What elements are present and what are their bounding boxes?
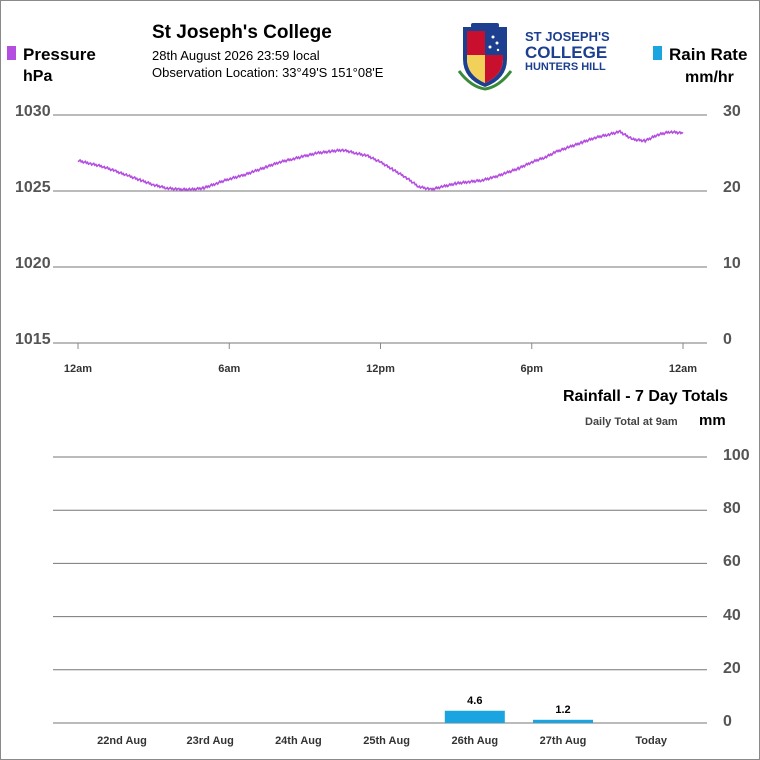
pressure-x-tick-label: 12am — [668, 363, 698, 375]
rain-rate-legend-title: Rain Rate — [669, 45, 748, 64]
rainfall-x-tick-label: Today — [635, 735, 667, 747]
rainfall-y-tick-label: 40 — [723, 606, 741, 624]
pressure-y-tick-label: 1030 — [15, 103, 51, 120]
pressure-x-tick-label: 12pm — [366, 363, 395, 375]
observation-location: Observation Location: 33°49'S 151°08'E — [152, 65, 384, 80]
rainfall-y-tick-label: 100 — [723, 447, 750, 464]
pressure-x-tick-label: 6am — [218, 363, 241, 375]
pressure-y-tick-label: 1020 — [15, 255, 51, 272]
pressure-series-line — [77, 129, 684, 192]
rainfall-bar-value-label: 1.2 — [555, 703, 571, 716]
rainfall-chart-subtitle: Daily Total at 9am — [585, 416, 678, 428]
pressure-x-tick-label: 6pm — [520, 363, 544, 375]
logo-text-line-3: HUNTERS HILL — [525, 61, 606, 73]
rainfall-y-tick-label: 0 — [723, 713, 732, 730]
rainfall-x-tick-label: 22nd Aug — [97, 735, 147, 747]
rainfall-x-tick-label: 27th Aug — [539, 735, 587, 747]
rainfall-y-tick-label: 20 — [723, 659, 741, 677]
rain-rate-legend-swatch — [653, 46, 662, 60]
college-crest-icon — [457, 23, 513, 91]
logo-text-line-2: COLLEGE — [525, 43, 608, 62]
rainfall-bar-value-label: 4.6 — [467, 694, 483, 707]
rainfall-x-tick-label: 24th Aug — [275, 735, 322, 747]
logo-text-line-1: ST JOSEPH'S — [525, 29, 610, 44]
rainfall-y-tick-label: 60 — [723, 553, 741, 571]
rain-rate-y-tick-label: 30 — [723, 103, 741, 120]
pressure-unit-label: hPa — [23, 68, 53, 85]
rainfall-bar — [444, 710, 505, 723]
rainfall-x-tick-label: 23rd Aug — [186, 735, 234, 747]
pressure-x-tick-label: 12am — [63, 363, 93, 375]
rainfall-bar — [533, 719, 593, 723]
rainfall-x-tick-label: 26th Aug — [451, 735, 499, 747]
college-logo: ST JOSEPH'S COLLEGE HUNTERS HILL — [457, 21, 617, 93]
rain-rate-unit-label: mm/hr — [685, 69, 734, 86]
pressure-y-tick-label: 1025 — [15, 179, 51, 196]
rain-rate-y-tick-label: 10 — [723, 255, 741, 272]
pressure-y-tick-label: 1015 — [15, 331, 51, 348]
pressure-legend-swatch — [7, 46, 16, 60]
pressure-legend-title: Pressure — [23, 45, 96, 64]
rainfall-y-tick-label: 80 — [723, 500, 741, 518]
rainfall-x-tick-label: 25th Aug — [363, 735, 410, 747]
observation-datetime: 28th August 2026 23:59 local — [152, 48, 320, 63]
rainfall-chart-title: Rainfall - 7 Day Totals — [563, 388, 729, 405]
page-title: St Joseph's College — [152, 22, 332, 43]
rainfall-unit-label: mm — [699, 412, 726, 429]
rain-rate-y-tick-label: 0 — [723, 331, 732, 348]
rain-rate-y-tick-label: 20 — [723, 179, 741, 196]
